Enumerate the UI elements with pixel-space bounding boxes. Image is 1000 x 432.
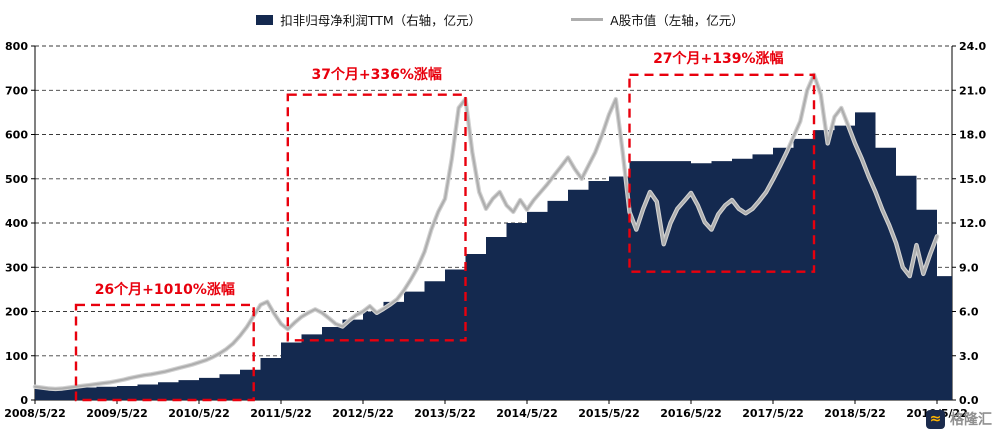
svg-text:2015/5/22: 2015/5/22 [578,407,640,420]
svg-text:2011/5/22: 2011/5/22 [250,407,312,420]
svg-text:0: 0 [20,394,28,407]
svg-text:2012/5/22: 2012/5/22 [332,407,394,420]
svg-text:2008/5/22: 2008/5/22 [4,407,66,420]
svg-text:21.0: 21.0 [959,84,986,97]
annotation-box [74,303,255,402]
annotation-3: 27个月+139%涨幅 [628,50,816,273]
annotation-label: 37个月+336%涨幅 [311,66,441,83]
left-axis-labels: 0 100 200 300 400 500 600 700 800 [5,40,35,407]
svg-text:18.0: 18.0 [959,129,986,142]
svg-text:100: 100 [5,350,28,363]
svg-text:2010/5/22: 2010/5/22 [168,407,230,420]
svg-text:700: 700 [5,84,28,97]
legend-label-profit-ttm: 扣非归母净利润TTM（右轴，亿元） [280,13,482,28]
svg-text:2009/5/22: 2009/5/22 [86,407,148,420]
svg-text:800: 800 [5,40,28,53]
legend-item-market-cap: A股市值（左轴，亿元） [571,10,744,29]
annotation-label: 27个月+139%涨幅 [653,50,783,67]
svg-text:200: 200 [5,306,28,319]
annotation-2: 37个月+336%涨幅 [286,66,467,342]
legend-item-profit-ttm: 扣非归母净利润TTM（右轴，亿元） [256,10,481,29]
svg-text:9.0: 9.0 [959,261,979,274]
right-axis-labels: 0.0 3.0 6.0 9.0 12.0 15.0 18.0 21.0 24.0 [952,40,986,407]
annotation-label: 26个月+1010%涨幅 [95,281,235,298]
svg-text:3.0: 3.0 [959,350,979,363]
gelonghui-logo-icon: ≈ [926,409,945,429]
annotation-1: 26个月+1010%涨幅 [74,281,255,402]
svg-text:15.0: 15.0 [959,173,986,186]
bar-series-swatch [256,14,274,25]
svg-text:500: 500 [5,173,28,186]
line-series-swatch [571,18,604,21]
watermark: ≈ 格隆汇 [926,409,992,429]
svg-text:2017/5/22: 2017/5/22 [742,407,804,420]
svg-text:24.0: 24.0 [959,40,986,53]
watermark-text: 格隆汇 [950,412,992,428]
svg-text:300: 300 [5,261,28,274]
market-cap-line [33,73,939,390]
annotation-box [628,73,816,273]
svg-text:6.0: 6.0 [959,306,979,319]
annotation-box [286,93,467,342]
svg-text:2014/5/22: 2014/5/22 [496,407,558,420]
svg-text:600: 600 [5,129,28,142]
svg-text:400: 400 [5,217,28,230]
svg-text:2016/5/22: 2016/5/22 [660,407,722,420]
svg-text:2013/5/22: 2013/5/22 [414,407,476,420]
x-axis-labels: 2008/5/22 2009/5/22 2010/5/22 2011/5/22 2012… [4,400,968,420]
svg-text:12.0: 12.0 [959,217,986,230]
profit-ttm-step-area [35,112,952,401]
svg-text:2018/5/22: 2018/5/22 [824,407,886,420]
chart-legend: 扣非归母净利润TTM（右轴，亿元） A股市值（左轴，亿元） [0,10,1000,29]
legend-label-market-cap: A股市值（左轴，亿元） [610,13,744,28]
svg-text:0.0: 0.0 [959,394,979,407]
